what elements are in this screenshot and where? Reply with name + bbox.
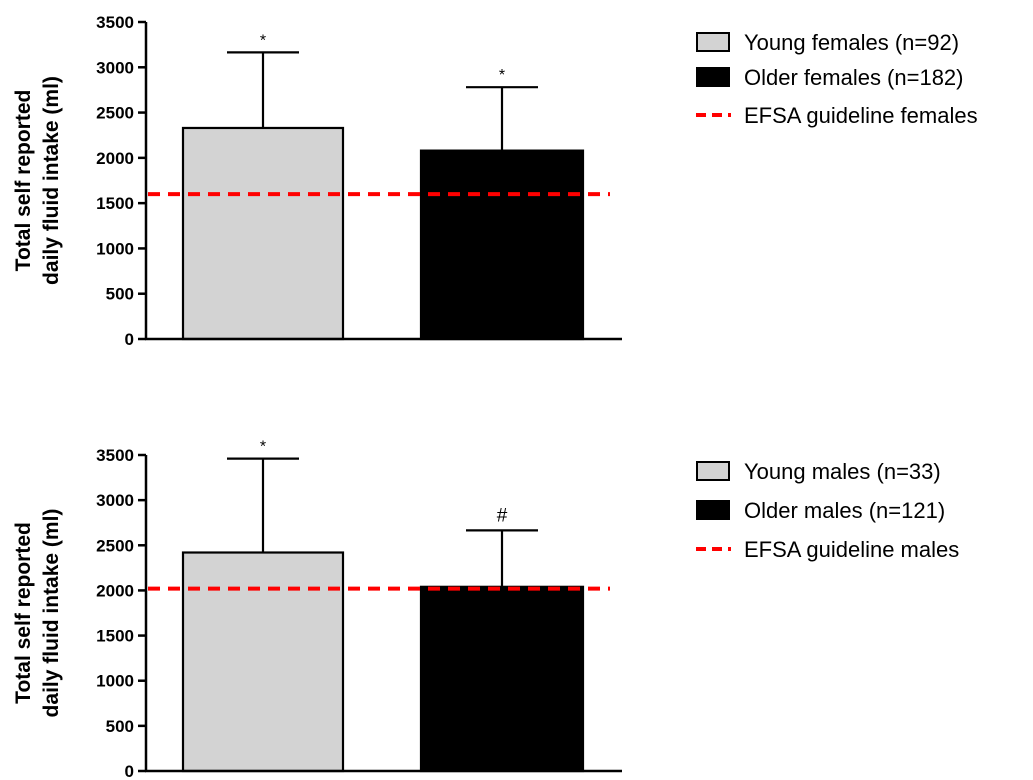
y-tick-label: 500 — [106, 285, 134, 304]
significance-annotation: # — [497, 505, 508, 526]
y-tick-label: 0 — [125, 330, 134, 349]
bar-young — [181, 126, 345, 341]
legend-label: Older females (n=182) — [744, 65, 964, 90]
y-tick-label: 500 — [106, 717, 134, 736]
legend: Young females (n=92) Older females (n=182… — [696, 30, 978, 128]
legend-swatch-young — [696, 461, 730, 481]
chart-panel-1: * * 0 500 1000 1500 2000 2500 3000 3500 Total self… — [12, 13, 978, 349]
y-tick-label: 1500 — [96, 627, 134, 646]
y-tick-label: 2000 — [96, 581, 134, 600]
y-tick-label: 3500 — [96, 13, 134, 32]
y-tick-label: 0 — [125, 762, 134, 780]
bar-older — [419, 585, 585, 773]
legend: Young males (n=33) Older males (n=121) EFS… — [696, 459, 959, 562]
legend-label: Young males (n=33) — [744, 459, 941, 484]
y-tick-label: 3000 — [96, 491, 134, 510]
y-tick-label: 3000 — [96, 58, 134, 77]
y-tick-label: 2000 — [96, 149, 134, 168]
y-axis-title-line2: daily fluid intake (ml) — [40, 76, 63, 285]
legend-label: Young females (n=92) — [744, 30, 959, 55]
legend-label: Older males (n=121) — [744, 498, 945, 523]
significance-annotation: * — [260, 32, 266, 49]
significance-annotation: * — [260, 439, 266, 456]
y-tick-label: 2500 — [96, 536, 134, 555]
bar-older — [419, 149, 585, 341]
y-tick-label: 1500 — [96, 194, 134, 213]
chart-panel-2: * #0 500 1000 1500 2000 2500 3000 3500 Total self… — [12, 439, 959, 780]
y-axis-title-line2: daily fluid intake (ml) — [40, 509, 63, 718]
legend-label: EFSA guideline males — [744, 537, 959, 562]
legend-label: EFSA guideline females — [744, 103, 978, 128]
significance-annotation: * — [499, 67, 505, 84]
legend-swatch-older — [696, 67, 730, 87]
y-axis-title-line1: Total self reported — [12, 90, 35, 272]
y-axis-title-line1: Total self reported — [12, 522, 35, 704]
legend-swatch-young — [696, 32, 730, 52]
y-tick-label: 1000 — [96, 672, 134, 691]
y-tick-label: 3500 — [96, 446, 134, 465]
legend-swatch-older — [696, 500, 730, 520]
bar-young — [181, 551, 345, 773]
y-tick-label: 2500 — [96, 104, 134, 123]
y-tick-label: 1000 — [96, 239, 134, 258]
